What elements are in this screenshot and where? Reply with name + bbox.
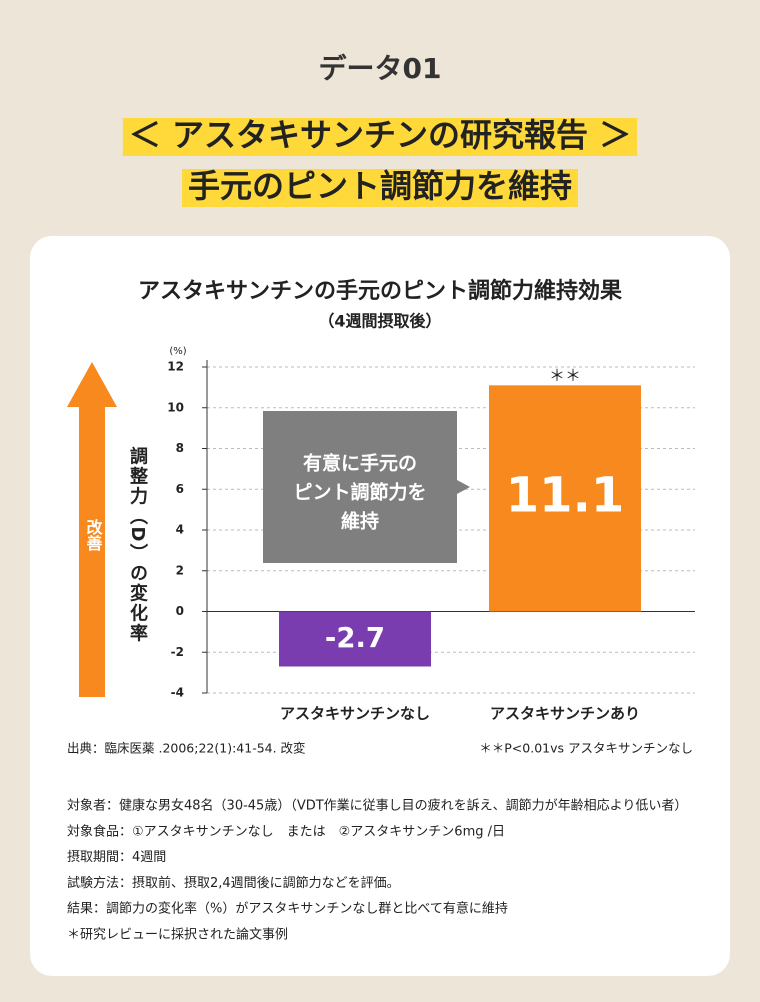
annotation-text: ピント調節力を xyxy=(293,481,426,504)
chart-title: アスタキサンチンの手元のピント調節力維持効果 xyxy=(138,278,622,304)
bar xyxy=(489,385,641,612)
y-axis-label: 調整力（D）の変化率 xyxy=(127,445,149,643)
chart-subtitle: （4週間摂取後） xyxy=(318,312,441,331)
note: 摂取期間：4週間 xyxy=(67,849,166,865)
header-title: 手元のピント調節力を維持 xyxy=(188,167,572,205)
note: 対象者：健康な男女48名（30-45歳）（VDT作業に従事し目の疲れを訴え、調節… xyxy=(67,798,687,814)
y-tick-label: 0 xyxy=(176,604,184,618)
note: 試験方法：摂取前、摂取2,4週間後に調節力などを評価。 xyxy=(67,875,400,891)
y-unit: (%) xyxy=(169,346,186,357)
source: 出典：臨床医薬 .2006;22(1):41-54. 改変 xyxy=(67,741,306,756)
header-title: ＜ アスタキサンチンの研究報告 ＞ xyxy=(129,116,631,154)
y-tick-label: 10 xyxy=(167,400,184,414)
x-tick-label: アスタキサンチンあり xyxy=(490,705,640,723)
significance-note: ＊＊P<0.01vs アスタキサンチンなし xyxy=(479,741,693,756)
significance-mark: ＊＊ xyxy=(549,366,581,385)
y-tick-label: 2 xyxy=(176,563,184,577)
highlight xyxy=(122,118,638,156)
y-tick-label: -4 xyxy=(171,686,184,700)
value-label: 11.1 xyxy=(506,467,624,523)
note: 結果：調節力の変化率（%）がアスタキサンチンなし群と比べて有意に維持 xyxy=(67,901,508,917)
y-tick-label: 6 xyxy=(176,482,184,496)
arrow-label: 改善 xyxy=(84,518,103,552)
annotation-box xyxy=(263,411,457,563)
annotation-pointer xyxy=(457,480,470,494)
highlight xyxy=(181,169,579,207)
value-label: -2.7 xyxy=(325,622,385,654)
x-tick-label: アスタキサンチンなし xyxy=(280,705,430,723)
y-tick-label: 8 xyxy=(176,441,184,455)
annotation-text: 有意に手元の xyxy=(303,452,417,475)
bar xyxy=(279,611,431,667)
improve-arrow xyxy=(67,362,117,697)
y-tick-label: -2 xyxy=(171,645,184,659)
header-label: データ01 xyxy=(319,52,442,85)
note: 対象食品：①アスタキサンチンなし または ②アスタキサンチン6mg /日 xyxy=(67,823,505,839)
y-tick-label: 4 xyxy=(176,523,184,537)
annotation-text: 維持 xyxy=(341,510,379,533)
y-tick-label: 12 xyxy=(167,360,184,374)
note: ＊研究レビューに採択された論文事例 xyxy=(67,927,288,943)
